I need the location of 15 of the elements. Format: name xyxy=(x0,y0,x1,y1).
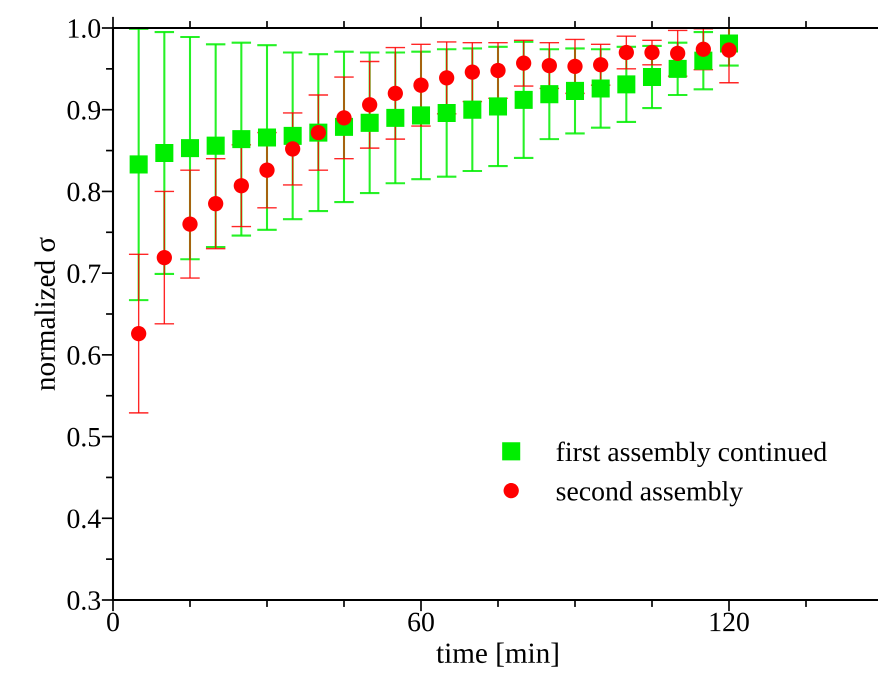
x-tick-label: 60 xyxy=(408,612,434,632)
legend-label: first assembly continued xyxy=(556,441,827,468)
y-tick-label: 0.8 xyxy=(68,182,100,202)
y-tick-label: 0.5 xyxy=(68,428,100,447)
y-tick-label: 1.0 xyxy=(68,19,100,38)
y-tick-label: 0.3 xyxy=(68,591,100,610)
x-tick-label: 120 xyxy=(710,612,749,632)
y-axis-title: normalized σ xyxy=(34,237,55,390)
y-tick-label: 0.9 xyxy=(68,100,100,120)
legend-label: second assembly xyxy=(556,481,743,506)
y-tick-label: 0.7 xyxy=(68,264,100,284)
x-axis-title: time [min] xyxy=(436,642,558,667)
y-tick-label: 0.4 xyxy=(68,509,101,528)
y-tick-label: 0.6 xyxy=(68,346,100,365)
x-tick-label: 0 xyxy=(107,612,119,632)
